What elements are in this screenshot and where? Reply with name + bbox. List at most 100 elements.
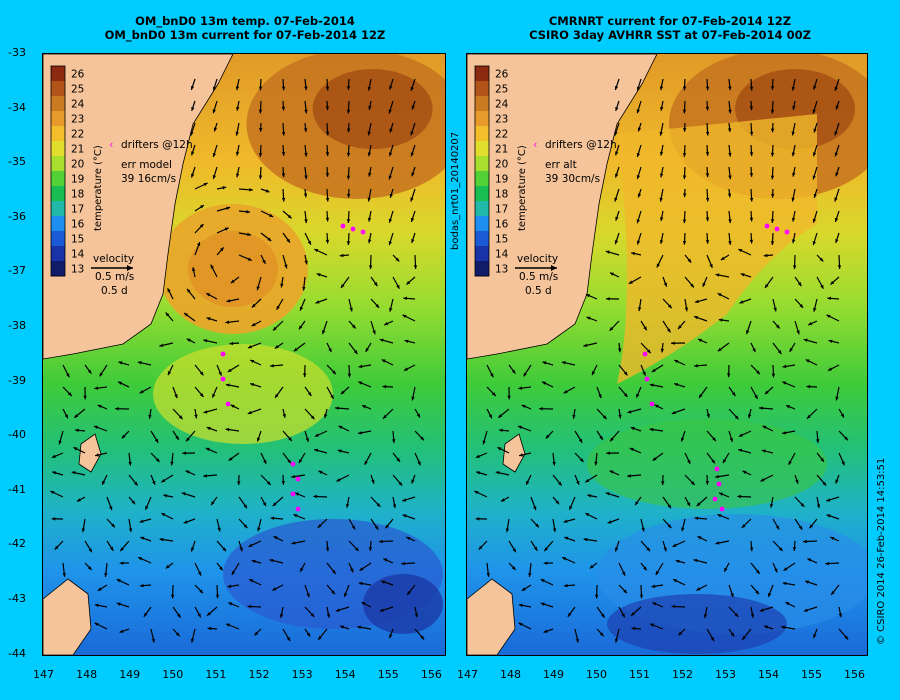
colorbar-tick-label: 22	[71, 128, 84, 140]
current-vector-head	[720, 256, 725, 261]
current-vector-head	[389, 128, 393, 133]
current-vector-head	[542, 361, 547, 365]
current-vector-head	[540, 579, 545, 583]
current-vector-head	[521, 404, 526, 409]
current-vector-head	[615, 106, 619, 111]
current-vector-head	[314, 249, 319, 253]
current-vector-head	[225, 623, 230, 627]
velocity-scale-arrowhead	[127, 265, 133, 271]
current-vector-head	[583, 343, 588, 348]
current-vector-head	[97, 404, 102, 409]
current-vector-head	[552, 528, 557, 533]
current-vector-head	[116, 602, 121, 606]
sst-field	[467, 54, 867, 655]
current-vector-head	[518, 386, 523, 390]
current-vector-head	[675, 559, 680, 564]
current-vector-head	[379, 539, 383, 544]
current-vector-head	[799, 304, 804, 308]
current-vector-head	[349, 307, 353, 312]
current-vector-head	[346, 219, 351, 223]
current-vector-head	[389, 193, 394, 198]
current-vector-head	[635, 501, 639, 506]
current-vector-head	[280, 283, 284, 288]
current-vector-head	[649, 427, 654, 432]
current-vector-head	[674, 382, 679, 387]
current-vector-head	[251, 559, 256, 564]
current-vector-head	[314, 433, 319, 437]
current-vector-head	[410, 131, 414, 136]
current-vector-head	[812, 241, 817, 246]
current-vector-head	[805, 359, 810, 363]
x-tick-label: 148	[500, 668, 521, 681]
x-tick-label: 154	[758, 668, 779, 681]
current-vector-head	[174, 394, 178, 399]
current-vector-head	[631, 626, 636, 631]
current-vector-head	[778, 547, 783, 551]
current-vector-head	[791, 131, 795, 136]
current-vector-head	[286, 637, 291, 642]
current-vector-head	[287, 459, 291, 464]
current-vector-head	[564, 536, 569, 541]
current-vector-head	[210, 264, 214, 269]
current-vector-head	[139, 583, 144, 588]
current-vector-head	[768, 592, 772, 597]
current-vector-head	[81, 528, 86, 533]
left-title-line2: OM_bnD0 13m current for 07-Feb-2014 12Z	[104, 28, 386, 42]
current-vector-head	[212, 152, 217, 157]
current-vector-head	[181, 492, 186, 496]
colorbar-tick-label: 19	[71, 173, 84, 185]
current-vector-head	[614, 547, 619, 552]
current-vector-head	[249, 188, 253, 192]
current-vector-head	[269, 213, 274, 217]
current-vector-head	[715, 541, 720, 545]
current-vector-head	[671, 341, 675, 345]
current-vector-head	[406, 280, 411, 285]
current-vector-head	[254, 631, 259, 636]
current-vector-head	[788, 460, 792, 465]
current-vector-head	[328, 348, 332, 353]
colorbar-tick-label: 20	[71, 158, 84, 170]
current-vector-head	[771, 373, 776, 378]
cold-patch	[607, 594, 787, 654]
current-vector-head	[762, 425, 767, 430]
current-vector-head	[288, 437, 292, 442]
colorbar-swatch	[51, 111, 65, 127]
current-vector-head	[275, 393, 279, 398]
colorbar-swatch	[475, 261, 489, 277]
current-vector-head	[690, 283, 694, 288]
current-vector-head	[673, 579, 678, 583]
current-vector-head	[325, 239, 330, 244]
current-vector-head	[73, 447, 78, 451]
x-tick-label: 154	[334, 668, 356, 681]
current-vector-head	[746, 330, 750, 335]
current-vector-head	[228, 457, 233, 461]
current-vector-head	[99, 372, 103, 377]
current-vector-head	[781, 625, 786, 630]
current-vector-head	[420, 635, 425, 640]
current-vector-head	[643, 326, 647, 331]
right-map-panel: 26 25 24 23 22 21 20 19 18 17 16 15 14 13 temperature …	[466, 53, 868, 656]
colorbar-swatch	[51, 246, 65, 262]
current-vector-head	[330, 394, 334, 399]
current-vector-head	[651, 584, 656, 588]
current-vector-head	[219, 566, 223, 571]
current-vector-head	[165, 312, 170, 317]
current-vector-head	[627, 410, 632, 414]
current-vector-head	[828, 339, 833, 344]
current-vector-head	[367, 239, 372, 244]
current-vector-head	[844, 436, 848, 441]
current-vector-head	[228, 602, 233, 606]
current-vector-head	[212, 86, 217, 91]
current-vector-head	[820, 284, 824, 289]
current-vector-head	[734, 613, 739, 617]
current-vector-head	[791, 197, 795, 202]
current-vector-head	[533, 546, 538, 551]
current-vector-head	[623, 393, 628, 398]
current-vector-head	[659, 151, 664, 156]
colorbar-title: temperature (°C)	[93, 145, 104, 231]
current-vector-head	[697, 536, 702, 540]
current-vector-head	[827, 367, 832, 371]
current-vector-head	[199, 371, 204, 376]
current-vector-head	[599, 632, 604, 637]
current-vector-head	[383, 558, 388, 562]
